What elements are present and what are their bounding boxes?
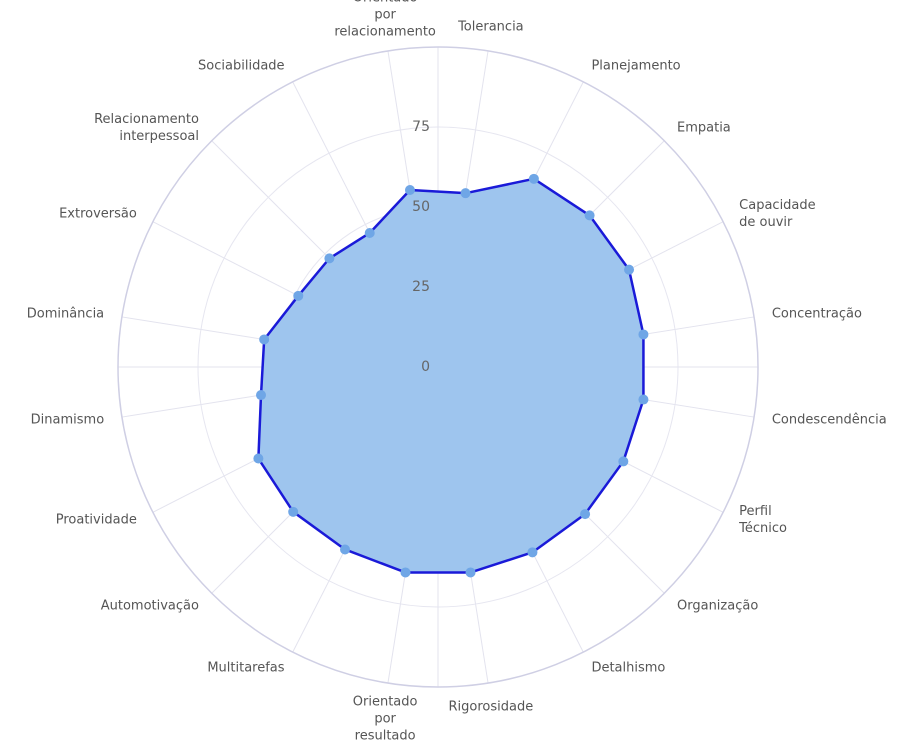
category-label: Concentração xyxy=(771,306,862,322)
point xyxy=(256,390,267,401)
point xyxy=(340,544,351,555)
point xyxy=(293,290,304,301)
point xyxy=(364,227,375,238)
point xyxy=(400,567,411,578)
point xyxy=(584,210,595,221)
point xyxy=(288,506,299,517)
category-label: Dinamismo xyxy=(30,412,105,428)
point xyxy=(618,456,629,467)
point xyxy=(253,453,264,464)
category-label: Orientado por relacionamento xyxy=(334,0,436,40)
point xyxy=(465,567,476,578)
point xyxy=(638,329,649,340)
category-label: Proatividade xyxy=(55,512,137,528)
point xyxy=(580,509,591,520)
category-label: Condescendência xyxy=(771,412,887,428)
category-label: Extroversão xyxy=(59,206,137,222)
point xyxy=(527,547,538,558)
category-label: Sociabilidade xyxy=(198,58,285,74)
category-label: Automotivação xyxy=(100,598,199,614)
point xyxy=(460,188,471,199)
category-label: Orientado por resultado xyxy=(352,694,418,740)
point xyxy=(404,185,415,196)
y-tick-label: 25 xyxy=(412,279,430,295)
point xyxy=(624,264,635,275)
y-tick-label: 0 xyxy=(421,359,430,375)
point xyxy=(259,334,270,345)
category-label: Empatia xyxy=(677,120,731,136)
category-label: Relacionamento interpessoal xyxy=(94,111,199,144)
category-label: Capacidade de ouvir xyxy=(739,197,816,230)
category-label: Rigorosidade xyxy=(448,699,534,715)
category-label: Perfil Técnico xyxy=(739,504,787,537)
category-label: Dominância xyxy=(26,306,105,322)
y-tick-label: 50 xyxy=(412,199,430,215)
outer-ring xyxy=(117,46,759,688)
point xyxy=(638,394,649,405)
category-label: Organização xyxy=(677,598,759,614)
y-tick-label: 75 xyxy=(412,119,430,135)
category-label: Multitarefas xyxy=(207,660,285,676)
point xyxy=(528,173,539,184)
point xyxy=(324,253,335,264)
category-label: Detalhismo xyxy=(591,660,666,676)
category-label: Tolerancia xyxy=(458,19,524,35)
category-label: Planejamento xyxy=(591,58,681,74)
